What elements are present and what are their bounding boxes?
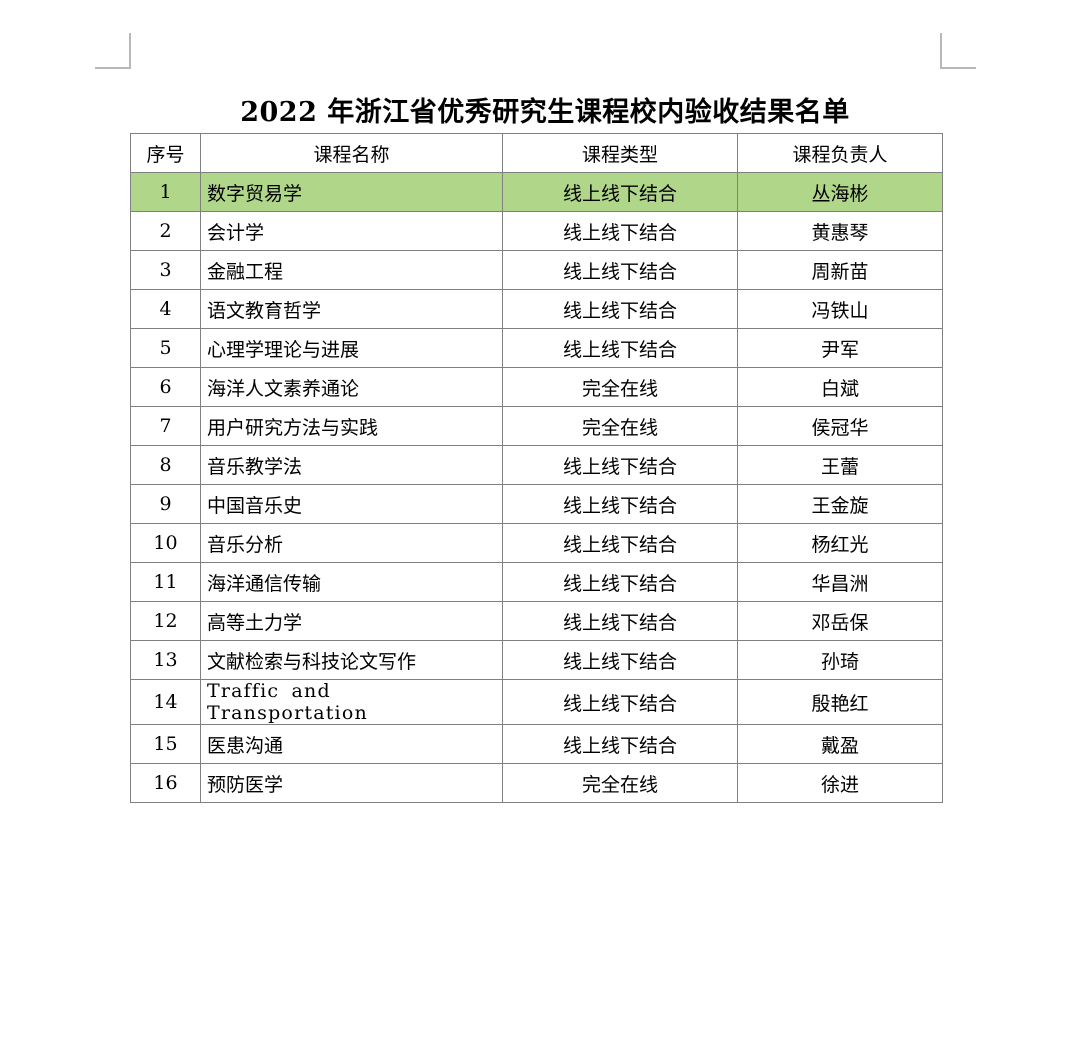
table-row: 9 中国音乐史 线上线下结合 王金旋 — [130, 484, 943, 524]
cell-course-type: 线上线下结合 — [502, 211, 738, 251]
cell-course-owner: 周新苗 — [737, 250, 943, 290]
course-results-table: 序号 课程名称 课程类型 课程负责人 1 数字贸易学 线上线下结合 丛海彬 2 会计学 线上… — [130, 133, 943, 803]
table-body: 1 数字贸易学 线上线下结合 丛海彬 2 会计学 线上线下结合 黄惠琴 3 金融工程 线上线下结合周… — [130, 172, 943, 803]
cell-course-owner: 戴盈 — [737, 724, 943, 764]
cell-index: 15 — [130, 724, 201, 764]
cell-course-type: 完全在线 — [502, 763, 738, 803]
cell-index: 16 — [130, 763, 201, 803]
cell-index: 1 — [130, 172, 201, 212]
table-row: 5 心理学理论与进展 线上线下结合 尹军 — [130, 328, 943, 368]
cell-course-owner: 王蕾 — [737, 445, 943, 485]
cell-course-name: 中国音乐史 — [200, 484, 503, 524]
cell-course-type: 完全在线 — [502, 367, 738, 407]
table-row: 12 高等土力学 线上线下结合 邓岳保 — [130, 601, 943, 641]
cell-index: 11 — [130, 562, 201, 602]
cell-course-type: 线上线下结合 — [502, 250, 738, 290]
cell-course-name: 医患沟通 — [200, 724, 503, 764]
cell-index: 8 — [130, 445, 201, 485]
cell-index: 12 — [130, 601, 201, 641]
column-header-course-type: 课程类型 — [502, 133, 738, 173]
table-row: 15 医患沟通 线上线下结合 戴盈 — [130, 724, 943, 764]
cell-course-name: 心理学理论与进展 — [200, 328, 503, 368]
cell-index: 13 — [130, 640, 201, 680]
cell-index: 3 — [130, 250, 201, 290]
cell-course-name: 会计学 — [200, 211, 503, 251]
cell-course-name: 金融工程 — [200, 250, 503, 290]
cell-course-type: 线上线下结合 — [502, 562, 738, 602]
cell-course-owner: 丛海彬 — [737, 172, 943, 212]
cell-index: 4 — [130, 289, 201, 329]
cell-course-type: 线上线下结合 — [502, 640, 738, 680]
cell-course-owner: 华昌洲 — [737, 562, 943, 602]
cell-course-name: 语文教育哲学 — [200, 289, 503, 329]
cell-course-name: 海洋通信传输 — [200, 562, 503, 602]
cell-course-type: 线上线下结合 — [502, 484, 738, 524]
table-row: 13 文献检索与科技论文写作 线上线下结合 孙琦 — [130, 640, 943, 680]
column-header-index: 序号 — [130, 133, 201, 173]
cell-course-name: Traffic and Transportation — [200, 679, 503, 725]
cell-index: 7 — [130, 406, 201, 446]
cell-index: 5 — [130, 328, 201, 368]
cell-course-type: 线上线下结合 — [502, 724, 738, 764]
table-header: 序号 课程名称 课程类型 课程负责人 — [130, 133, 943, 173]
cell-course-type: 线上线下结合 — [502, 328, 738, 368]
cell-course-name: 文献检索与科技论文写作 — [200, 640, 503, 680]
cell-index: 9 — [130, 484, 201, 524]
table-header-row: 序号 课程名称 课程类型 课程负责人 — [130, 133, 943, 173]
table-row: 2 会计学 线上线下结合 黄惠琴 — [130, 211, 943, 251]
column-header-course-name: 课程名称 — [200, 133, 503, 173]
cell-course-owner: 杨红光 — [737, 523, 943, 563]
cell-course-owner: 尹军 — [737, 328, 943, 368]
table-row: 11 海洋通信传输 线上线下结合 华昌洲 — [130, 562, 943, 602]
cell-course-type: 完全在线 — [502, 406, 738, 446]
column-header-course-owner: 课程负责人 — [737, 133, 943, 173]
cell-course-name: 高等土力学 — [200, 601, 503, 641]
cell-course-owner: 白斌 — [737, 367, 943, 407]
cell-course-type: 线上线下结合 — [502, 523, 738, 563]
crop-mark-top-left-icon — [95, 33, 131, 69]
table-row: 1 数字贸易学 线上线下结合 丛海彬 — [130, 172, 943, 212]
cell-course-name: 音乐教学法 — [200, 445, 503, 485]
table-row: 10 音乐分析 线上线下结合 杨红光 — [130, 523, 943, 563]
cell-course-owner: 王金旋 — [737, 484, 943, 524]
crop-mark-top-right-icon — [940, 33, 976, 69]
cell-course-owner: 殷艳红 — [737, 679, 943, 725]
cell-course-name: 音乐分析 — [200, 523, 503, 563]
table-row: 6 海洋人文素养通论 完全在线 白斌 — [130, 367, 943, 407]
cell-course-owner: 侯冠华 — [737, 406, 943, 446]
table-row: 14 Traffic and Transportation 线上线下结合 殷艳红 — [130, 679, 943, 725]
cell-course-type: 线上线下结合 — [502, 601, 738, 641]
cell-index: 6 — [130, 367, 201, 407]
cell-course-type: 线上线下结合 — [502, 679, 738, 725]
cell-course-type: 线上线下结合 — [502, 445, 738, 485]
table-row: 4 语文教育哲学 线上线下结合 冯铁山 — [130, 289, 943, 329]
page-title: 2022 年浙江省优秀研究生课程校内验收结果名单 — [240, 97, 850, 129]
cell-course-owner: 徐进 — [737, 763, 943, 803]
table-row: 3 金融工程 线上线下结合 周新苗 — [130, 250, 943, 290]
table-row: 7 用户研究方法与实践 完全在线 侯冠华 — [130, 406, 943, 446]
table-row: 16 预防医学 完全在线 徐进 — [130, 763, 943, 803]
cell-course-owner: 邓岳保 — [737, 601, 943, 641]
cell-course-name: 数字贸易学 — [200, 172, 503, 212]
cell-course-type: 线上线下结合 — [502, 172, 738, 212]
cell-course-name: 用户研究方法与实践 — [200, 406, 503, 446]
cell-index: 10 — [130, 523, 201, 563]
cell-course-owner: 黄惠琴 — [737, 211, 943, 251]
cell-course-owner: 冯铁山 — [737, 289, 943, 329]
cell-course-owner: 孙琦 — [737, 640, 943, 680]
cell-index: 14 — [130, 679, 201, 725]
cell-index: 2 — [130, 211, 201, 251]
cell-course-name: 海洋人文素养通论 — [200, 367, 503, 407]
cell-course-type: 线上线下结合 — [502, 289, 738, 329]
table-row: 8 音乐教学法 线上线下结合 王蕾 — [130, 445, 943, 485]
cell-course-name: 预防医学 — [200, 763, 503, 803]
